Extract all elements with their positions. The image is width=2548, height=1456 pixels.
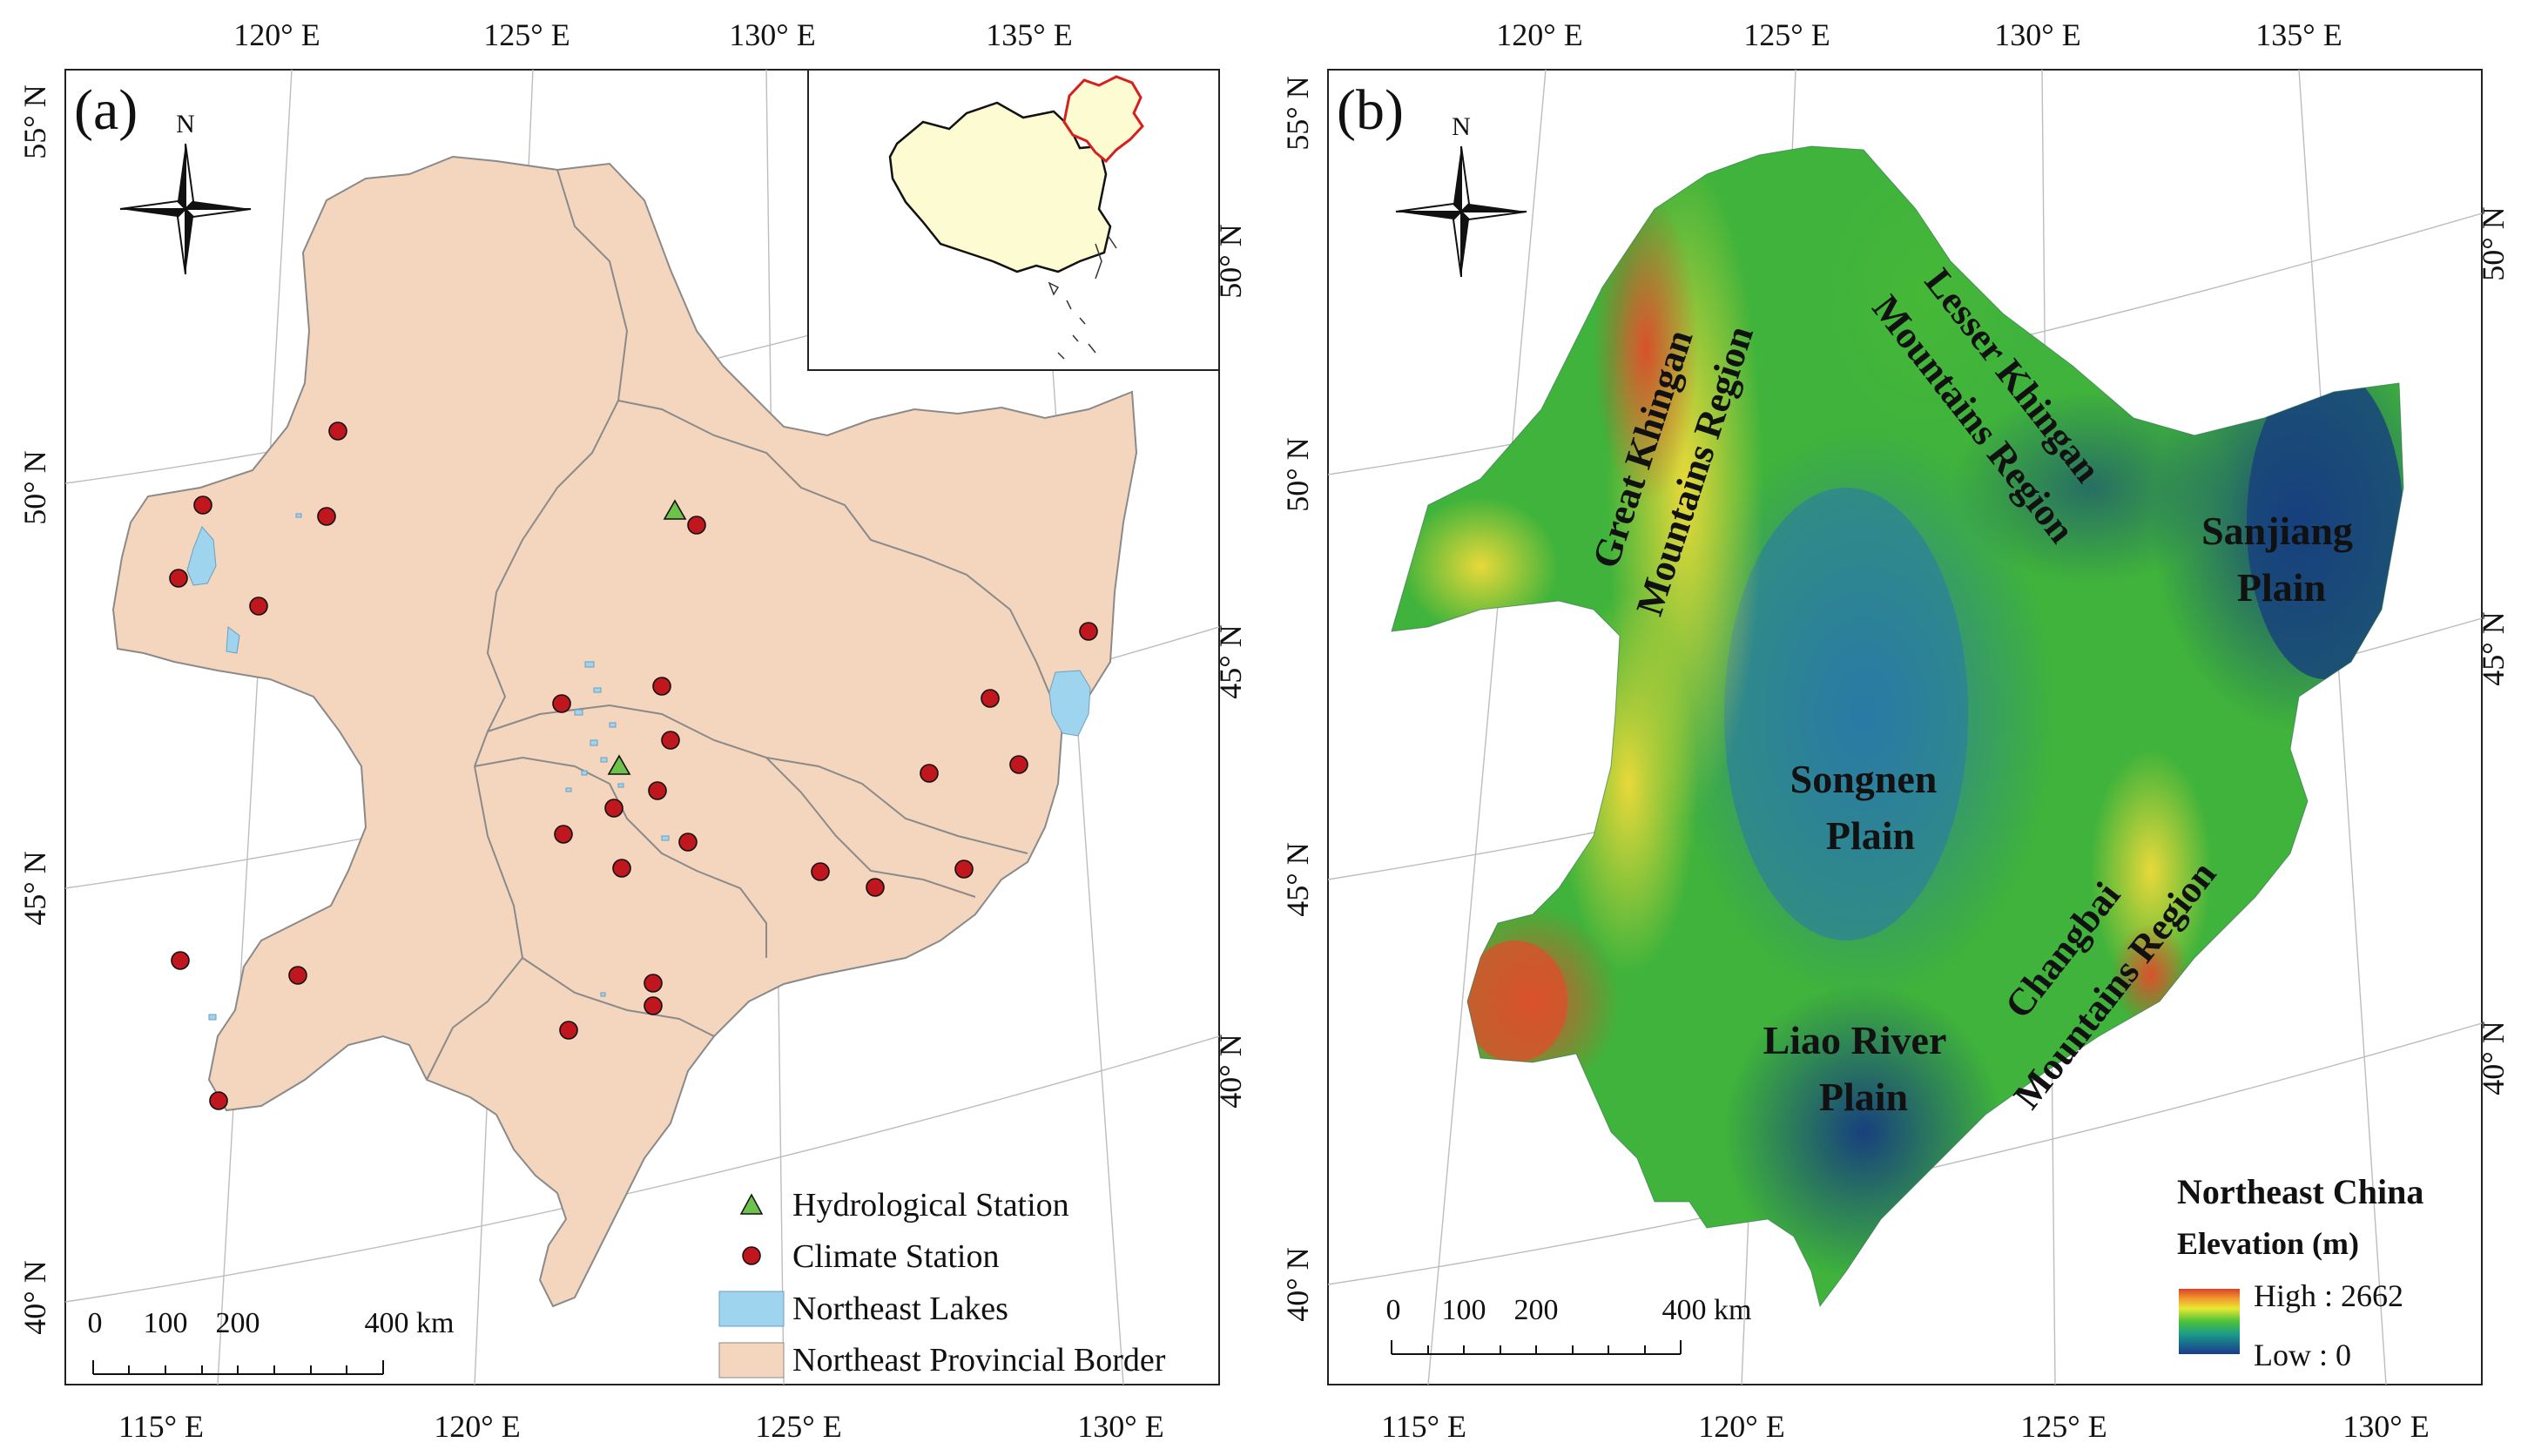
legend-label-hydro: Hydrological Station bbox=[792, 1187, 1069, 1223]
legend-label-border: Northeast Provincial Border bbox=[792, 1342, 1166, 1378]
top-tick-a: 125° E bbox=[483, 17, 570, 52]
hydrological-stations bbox=[607, 499, 687, 775]
top-tick-b: 120° E bbox=[1496, 17, 1582, 52]
scale-label-b: 100 bbox=[1442, 1294, 1486, 1326]
climate-stations bbox=[169, 421, 1098, 1110]
north-label-b: N bbox=[1452, 112, 1471, 141]
legend-label-climate: Climate Station bbox=[792, 1238, 999, 1275]
bottom-tick-b: 115° E bbox=[1381, 1409, 1466, 1444]
left-tick-b: 45° N bbox=[1280, 842, 1315, 916]
top-tick-b: 125° E bbox=[1743, 17, 1830, 52]
scale-bar-b bbox=[1391, 1340, 1682, 1355]
region-label-sanjiang: Sanjiang bbox=[2201, 509, 2353, 553]
top-tick-a: 130° E bbox=[729, 17, 815, 52]
top-tick-b: 130° E bbox=[1994, 17, 2080, 52]
legend-symbol-border bbox=[718, 1342, 785, 1378]
left-tick-a: 45° N bbox=[17, 851, 52, 925]
region-label-liao: Liao River bbox=[1763, 1018, 1947, 1062]
legend-low-b: Low : 0 bbox=[2254, 1338, 2351, 1372]
panel-b-label: (b) bbox=[1337, 78, 1404, 142]
left-tick-a: 55° N bbox=[17, 84, 52, 158]
bottom-tick-a: 130° E bbox=[1077, 1409, 1163, 1444]
right-tick-a: 40° N bbox=[1213, 1034, 1248, 1108]
right-tick-b: 40° N bbox=[2476, 1021, 2511, 1095]
legend-b: Northeast China Elevation (m) High : 266… bbox=[2177, 1172, 2423, 1372]
left-tick-b: 55° N bbox=[1280, 76, 1315, 150]
legend-a: Hydrological Station Climate Station Nor… bbox=[718, 1187, 1166, 1378]
northeast-china-outline bbox=[1062, 75, 1144, 164]
north-arrow-b: N bbox=[1395, 112, 1527, 278]
provinces-map bbox=[111, 155, 1138, 1308]
north-label-a: N bbox=[176, 110, 195, 138]
legend-symbol-hydro bbox=[739, 1193, 764, 1215]
axis-labels-b: 120° E 125° E 130° E 135° E 115° E 120° … bbox=[1280, 17, 2511, 1444]
scale-labels-b: 0 100 200 400 km bbox=[1386, 1294, 1752, 1326]
scale-label-a: 400 km bbox=[365, 1307, 455, 1339]
china-shape bbox=[888, 101, 1112, 273]
northeast-lakes bbox=[186, 513, 1091, 1021]
legend-label-lakes: Northeast Lakes bbox=[792, 1291, 1008, 1327]
bottom-tick-a: 120° E bbox=[434, 1409, 520, 1444]
scale-label-a: 0 bbox=[88, 1307, 103, 1339]
left-tick-b: 50° N bbox=[1280, 437, 1315, 511]
top-tick-b: 135° E bbox=[2255, 17, 2342, 52]
scale-labels-a: 0 100 200 400 km bbox=[88, 1307, 455, 1339]
hulun-lake bbox=[186, 526, 217, 586]
panel-a: N (a) bbox=[17, 17, 1248, 1444]
bottom-tick-b: 130° E bbox=[2342, 1409, 2429, 1444]
right-tick-b: 50° N bbox=[2476, 206, 2511, 280]
xingkai-lake bbox=[1048, 670, 1091, 737]
legend-high-b: High : 2662 bbox=[2254, 1278, 2403, 1313]
scale-label-a: 200 bbox=[216, 1307, 260, 1339]
region-label-songnen: Songnen bbox=[1790, 757, 1938, 801]
legend-title-b: Northeast China bbox=[2177, 1172, 2423, 1211]
bottom-tick-b: 125° E bbox=[2020, 1409, 2106, 1444]
right-tick-b: 45° N bbox=[2476, 611, 2511, 685]
north-arrow-a: N bbox=[119, 110, 252, 275]
region-label-sanjiang: Plain bbox=[2237, 565, 2326, 610]
bottom-tick-a: 125° E bbox=[755, 1409, 841, 1444]
right-tick-a: 45° N bbox=[1213, 624, 1248, 698]
buir-lake bbox=[226, 626, 240, 654]
top-tick-a: 135° E bbox=[986, 17, 1072, 52]
panel-b: N (b) Great Khingan Mountains Region Les… bbox=[1280, 17, 2511, 1444]
region-label-liao: Plain bbox=[1819, 1075, 1908, 1119]
scale-label-b: 400 km bbox=[1662, 1294, 1752, 1326]
scale-label-b: 0 bbox=[1386, 1294, 1401, 1326]
provincial-borders bbox=[426, 169, 1059, 1081]
left-tick-b: 40° N bbox=[1280, 1247, 1315, 1321]
scale-bar-a bbox=[92, 1360, 384, 1375]
left-tick-a: 50° N bbox=[17, 450, 52, 524]
left-tick-a: 40° N bbox=[17, 1260, 52, 1334]
region-label-songnen: Plain bbox=[1826, 813, 1915, 858]
northeast-region-shape bbox=[111, 155, 1138, 1308]
scale-label-b: 200 bbox=[1514, 1294, 1559, 1326]
bottom-tick-a: 115° E bbox=[118, 1409, 204, 1444]
legend-symbol-climate bbox=[742, 1246, 761, 1265]
top-tick-a: 120° E bbox=[233, 17, 320, 52]
bottom-tick-b: 120° E bbox=[1698, 1409, 1784, 1444]
panel-a-label: (a) bbox=[74, 78, 138, 142]
legend-symbol-lakes bbox=[718, 1291, 785, 1327]
scale-label-a: 100 bbox=[144, 1307, 188, 1339]
elevation-outline bbox=[1391, 145, 2404, 1308]
axis-labels-a: 120° E 125° E 130° E 135° E 115° E 120° … bbox=[17, 17, 1248, 1444]
china-inset bbox=[807, 69, 1220, 371]
right-tick-a: 50° N bbox=[1213, 224, 1248, 298]
china-islands bbox=[1048, 234, 1117, 360]
legend-subtitle-b: Elevation (m) bbox=[2177, 1226, 2359, 1261]
elevation-colorbar bbox=[2179, 1289, 2240, 1354]
